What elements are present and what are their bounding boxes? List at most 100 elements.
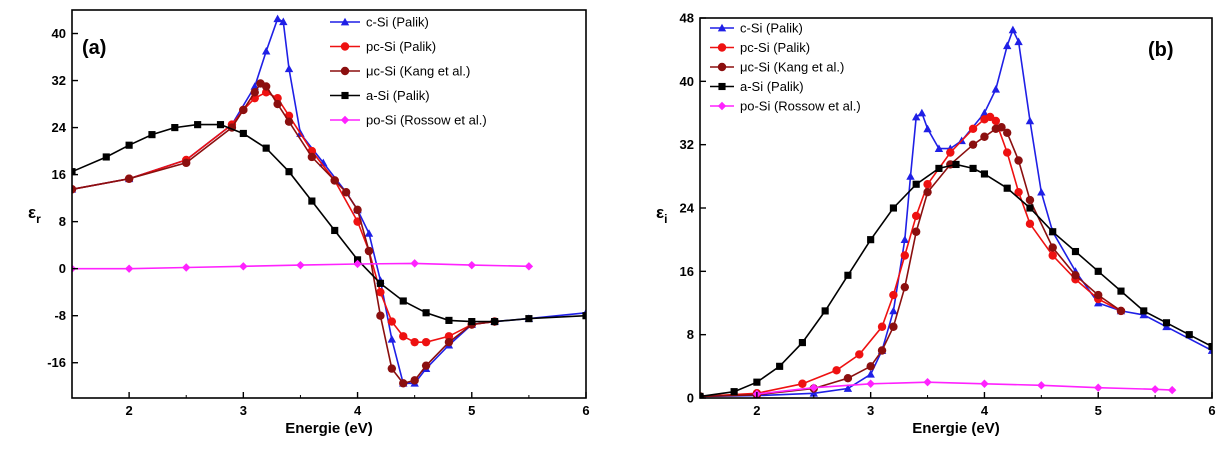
panel-a-data-point [376,311,385,320]
panel-b-data-point [911,211,921,221]
panel-a-data-point [182,158,191,168]
panel-b-data-point [877,322,887,331]
panel-a-data-point [341,188,351,197]
panel-a-data-point [387,364,397,373]
panel-b-data-point [1117,287,1125,295]
panel-a-data-point [330,176,339,185]
panel-b-data-point [997,123,1006,132]
panel-b-data-point [1094,383,1103,392]
panel-a-data-point [421,337,431,347]
panel-a-data-point [72,168,76,176]
panel-b-data-point [798,379,807,388]
panel-b-data-point [906,172,915,180]
panel-a-data-point [102,153,110,161]
panel-a-data-point [410,376,419,385]
panel-a-y-axis-title-sub: r [36,212,41,226]
panel-b-data-point [968,140,978,149]
panel-b-legend-label: po-Si (Rossow et al.) [740,99,861,114]
panel-a-data-point [216,121,225,129]
panel-a-data-point [582,312,586,320]
panel-a-data-point [364,246,374,256]
panel-b-data-point [1008,25,1018,34]
panel-a-data-point [399,332,408,341]
panel-a-data-point [124,174,134,183]
panel-b-data-point [1150,385,1160,394]
panel-b-data-point [1014,156,1023,165]
panel-a-data-point [261,46,271,55]
panel-a-data-point [239,262,248,271]
panel-a-y-tick-label: 24 [52,120,67,135]
panel-b-legend-item: a-Si (Palik) [710,79,804,94]
panel-a-series-line [72,91,495,344]
panel-a-data-point [422,309,430,317]
panel-a-data-point [72,185,77,194]
panel-a-data-point [445,316,453,324]
panel-a-data-point [421,361,431,370]
panel-b-data-point [809,383,818,392]
panel-a-legend-item: μc-Si (Kang et al.) [330,64,470,79]
panel-b-data-point [1071,271,1080,280]
panel-b-legend-marker [717,23,727,32]
panel-b-data-point [1003,148,1012,157]
panel-a-legend-label: po-Si (Rossow et al.) [366,113,487,128]
panel-b-data-point [1162,319,1171,327]
panel-b-data-point [1185,331,1193,339]
panel-a-legend-label: c-Si (Palik) [366,15,429,30]
panel-b-legend-item: pc-Si (Palik) [710,40,810,55]
panel-a-data-point [239,105,248,115]
panel-b-legend-item: c-Si (Palik) [710,21,803,36]
panel-a-data-point [525,315,533,323]
panel-b-data-point [866,370,875,378]
panel-a-data-point [284,64,294,73]
panel-b-data-point [923,124,932,133]
panel-b-series-line [700,116,1122,398]
panel-b-data-point [1025,195,1035,205]
panel-b-data-point [1116,306,1126,316]
panel-b-data-point [753,378,761,386]
panel-a-data-point [444,337,454,347]
panel-a-data-point [491,318,499,326]
panel-a-data-point [125,141,133,149]
panel-b-data-point [1048,243,1057,252]
panel-a-data-point [148,131,156,139]
panel-b-data-point [867,236,875,244]
panel-b-data-point [991,85,1001,93]
panel-a-data-point [410,337,419,347]
panel-b-data-point [889,322,898,331]
panel-a-legend-item: a-Si (Palik) [330,88,430,103]
panel-a-data-point [410,259,419,268]
panel-b-data-point [730,388,738,396]
panel-a-y-tick-label: 8 [59,214,66,229]
panel-b-data-point [1003,41,1012,50]
panel-b-data-point [1049,228,1057,236]
panel-a-data-point [364,229,374,237]
panel-a-data-point [182,263,191,272]
panel-a-y-tick-label: -8 [54,308,66,323]
panel-b-data-point [843,384,853,392]
panel-a-series-3 [72,121,586,326]
panel-b-data-point [1208,342,1212,351]
panel-a-data-point [524,262,534,271]
panel-a-data-point [279,17,288,26]
panel-b-x-tick-label: 2 [753,403,760,418]
panel-b-data-point [980,170,989,178]
panel-b-y-tick-label: 0 [687,391,694,406]
panel-b-series-line [700,163,1212,398]
panel-b-legend-item: po-Si (Rossow et al.) [710,99,861,114]
panel-a-chart: 2 3 4 5 6 -16 -8 0 8 16 24 32 40 Energie (eV) εr (a) c-S… [28,9,590,437]
panel-a-y-tick-label: 40 [52,26,66,41]
panel-b-legend-label: a-Si (Palik) [740,79,804,94]
panel-a-legend-marker [340,42,350,51]
panel-b-data-point [877,346,887,355]
panel-a-series-line [72,82,495,385]
panel-b-series-line [700,126,1122,398]
panel-b-data-point [1014,37,1023,46]
panel-b-data-point [917,108,927,117]
panel-a-frame [71,9,587,399]
panel-a-data-point [250,88,259,97]
panel-a-data-point [399,379,408,388]
panel-b-data-point [1003,128,1012,137]
panel-b-legend-label: c-Si (Palik) [740,21,803,36]
panel-b-data-point [991,116,1001,126]
panel-a-legend-marker [340,66,350,76]
